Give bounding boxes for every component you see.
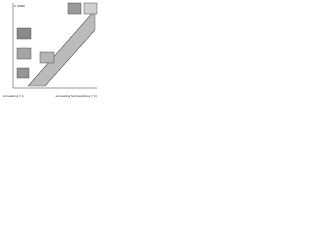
note: Annealing 1 h bbox=[3, 94, 24, 98]
upper-line bbox=[27, 9, 96, 87]
inset-image bbox=[16, 67, 30, 79]
inset-image bbox=[67, 2, 82, 15]
y-axis-label: σ (MPa) bbox=[14, 4, 25, 8]
x-axis-label: annealing temperature (°C) bbox=[56, 94, 98, 98]
inset-image bbox=[83, 2, 98, 15]
insets bbox=[16, 2, 98, 79]
inset-image bbox=[16, 27, 32, 40]
figure: σ (MPa) Annealing 1 h annealing temperat… bbox=[0, 0, 100, 103]
inset-image bbox=[39, 51, 55, 64]
lower-line bbox=[44, 29, 96, 87]
background bbox=[0, 0, 100, 103]
inset-image bbox=[16, 47, 32, 60]
